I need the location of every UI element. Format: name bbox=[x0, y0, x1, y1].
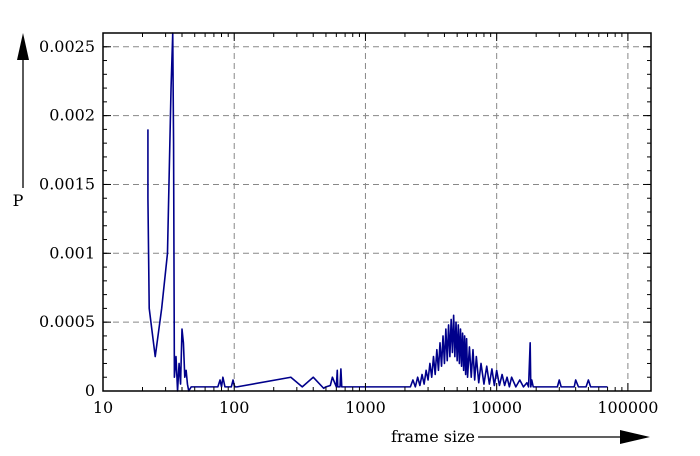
grid bbox=[103, 33, 651, 391]
x-axis-arrowhead bbox=[620, 430, 650, 444]
tick-labels: 10 100 1000 10000 100000 0 0.0005 0.001 0.0015 0.… bbox=[39, 37, 658, 417]
series-line bbox=[147, 32, 608, 392]
y-axis-arrowhead bbox=[17, 33, 29, 60]
y-tick-label: 0.001 bbox=[49, 243, 95, 262]
y-tick-label: 0 bbox=[85, 381, 95, 400]
series-group bbox=[147, 32, 608, 392]
x-axis-label: frame size bbox=[391, 427, 475, 446]
y-tick-label: 0.0005 bbox=[39, 312, 95, 331]
y-tick-label: 0.0015 bbox=[39, 174, 95, 193]
x-tick-label: 100 bbox=[219, 398, 250, 417]
plot-frame bbox=[102, 32, 652, 392]
ticks bbox=[102, 32, 651, 392]
y-tick-label: 0.0025 bbox=[39, 37, 95, 56]
x-tick-label: 10000 bbox=[471, 398, 522, 417]
y-tick-label: 0.002 bbox=[49, 106, 95, 125]
x-tick-label: 1000 bbox=[345, 398, 386, 417]
x-tick-label: 100000 bbox=[597, 398, 658, 417]
y-axis-label: P bbox=[13, 191, 24, 210]
x-tick-label: 10 bbox=[93, 398, 113, 417]
